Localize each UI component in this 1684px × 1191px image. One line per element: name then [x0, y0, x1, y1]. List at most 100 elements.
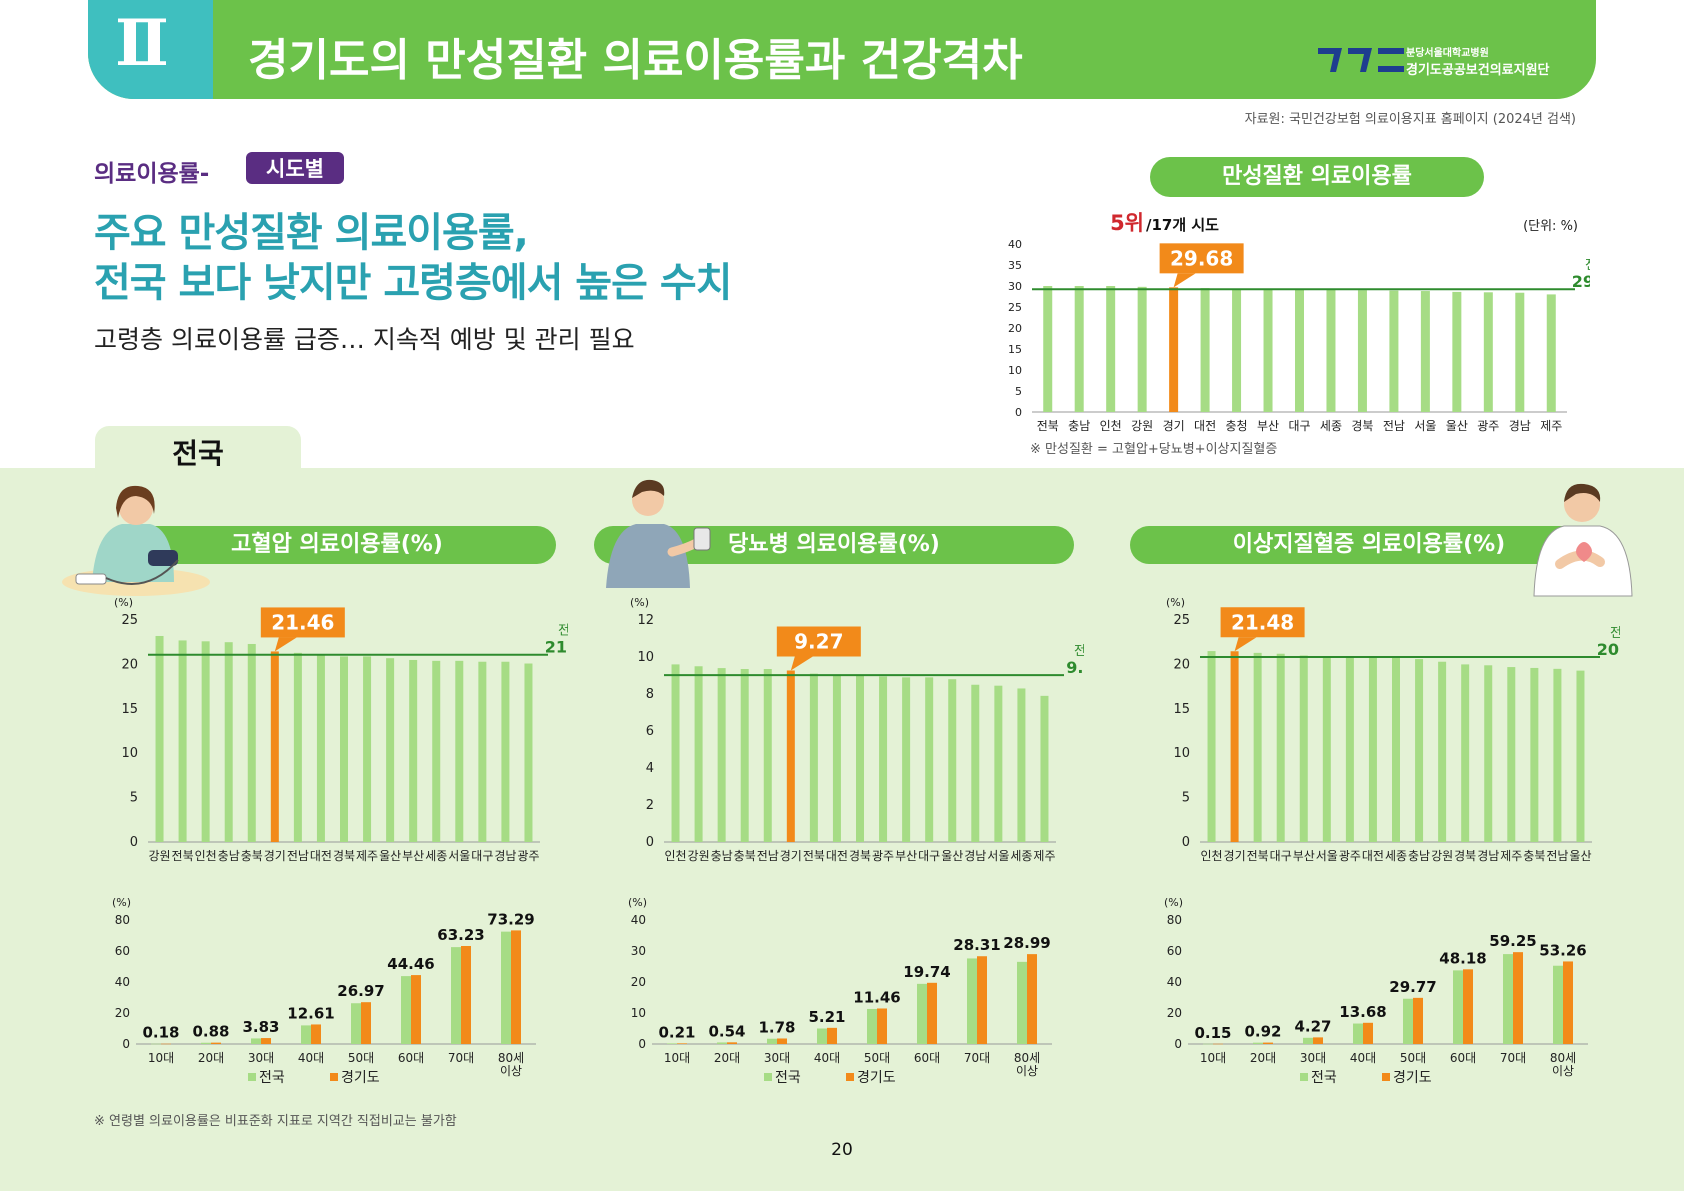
y-tick-label: 6	[646, 724, 654, 739]
x-tick-label: 서울	[1414, 419, 1436, 433]
unit-label: (%)	[1166, 598, 1185, 609]
y-tick-label: 20	[115, 1006, 130, 1020]
legend-label: 전국	[259, 1070, 285, 1086]
section-tab-label: 전국	[172, 437, 224, 470]
x-tick-label: 80세	[1550, 1051, 1576, 1065]
x-tick-label: 부산	[1257, 419, 1279, 433]
bar-울산	[1452, 291, 1462, 412]
bar-제주	[363, 656, 372, 842]
x-tick-label: 충북	[734, 849, 756, 863]
bar-경기	[1230, 651, 1239, 842]
x-tick-label: 제주	[1033, 849, 1055, 863]
highlight-callout	[260, 607, 345, 638]
national-value: 9.02	[1066, 658, 1084, 677]
bar-서울	[1322, 656, 1331, 842]
highlight-callout	[1159, 243, 1244, 274]
data-label: 0.15	[1194, 1024, 1231, 1042]
bar-전국-2	[767, 1038, 777, 1044]
national-panel	[0, 468, 1684, 1191]
bar-대구	[925, 677, 934, 842]
bar-전북	[1253, 652, 1262, 842]
bar-전국-5	[917, 983, 927, 1044]
logo-text-center: 경기도공공보건의료지원단	[1406, 63, 1550, 78]
x-tick-label: 대전	[310, 849, 332, 863]
x-tick-label: 경기	[780, 849, 802, 863]
bar-전국-1	[201, 1042, 211, 1044]
bar-경북	[1357, 290, 1367, 412]
y-tick-label: 20	[1173, 657, 1190, 672]
bar-경남	[971, 684, 980, 842]
unit-label: (%)	[630, 598, 649, 609]
x-tick-label: 60대	[1450, 1051, 1476, 1065]
x-tick-label: 40대	[298, 1051, 324, 1065]
x-tick-label: 인천	[1200, 848, 1222, 863]
x-tick-label: 대구	[918, 849, 940, 863]
bar-전국-7	[1553, 965, 1563, 1044]
x-tick-label: 경남	[494, 849, 516, 863]
top-chart-note: ※ 만성질환 = 고혈압+당뇨병+이상지질혈증	[1030, 442, 1278, 457]
bar-전국-4	[867, 1008, 877, 1044]
y-tick-label: 15	[1008, 343, 1022, 356]
bar-경기도-7	[1027, 954, 1037, 1044]
y-tick-label: 0	[1015, 406, 1022, 419]
bar-경기도-0	[161, 1043, 171, 1045]
data-label: 53.26	[1539, 941, 1586, 959]
data-label: 0.88	[192, 1023, 229, 1041]
bar-경기	[270, 651, 279, 842]
x-tick-label: 전북	[1247, 849, 1269, 863]
x-tick-label: 제주	[1540, 419, 1562, 433]
rank-suffix: /17개 시도	[1146, 216, 1219, 234]
bar-경기도-4	[877, 1008, 887, 1044]
x-tick-label: 경기	[264, 849, 286, 863]
x-tick-label: 부산	[1293, 849, 1315, 863]
bar-경기도-3	[1363, 1022, 1373, 1044]
bar-전국-7	[1017, 961, 1027, 1044]
bar-충북	[1530, 667, 1539, 842]
x-tick-label: 20대	[714, 1051, 740, 1065]
x-tick-label: 울산	[941, 849, 963, 863]
x-tick-label: 제주	[356, 849, 378, 863]
y-tick-label: 20	[1008, 322, 1022, 335]
x-tick-label: 강원	[1431, 849, 1453, 863]
national-label: 전국	[558, 624, 568, 639]
x-tick-label: 70대	[448, 1051, 474, 1065]
bar-인천	[1106, 286, 1116, 412]
bar-전국-2	[1303, 1037, 1313, 1044]
x-tick-label: 세종	[1320, 419, 1342, 433]
legend-swatch	[764, 1073, 772, 1081]
man-chest-pain-illustration	[1533, 483, 1633, 597]
y-tick-label: 5	[1015, 385, 1022, 398]
page-number: 20	[831, 1140, 853, 1160]
highlight-pointer	[790, 656, 813, 671]
section-number: Ⅱ	[115, 6, 169, 81]
y-tick-label: 80	[1167, 913, 1182, 927]
chronic-region-chart: 0 5 10 15 20 25 30 35 40 전북 충남 인천 강원 경기 대전 충청 부산 대구 세종 경북 전남…	[1008, 211, 1590, 433]
unit-label: (%)	[1164, 896, 1183, 909]
bar-전국-4	[1403, 998, 1413, 1044]
x-tick-label: 강원	[148, 849, 170, 863]
bar-경북	[1461, 664, 1470, 842]
national-label: 전국	[1585, 258, 1590, 273]
x-tick-label: 30대	[248, 1051, 274, 1065]
bar-경기도-7	[1563, 961, 1573, 1044]
x-tick-label: 광주	[1339, 849, 1361, 863]
x-tick-label: 대전	[826, 849, 848, 863]
data-label: 1.78	[758, 1018, 795, 1036]
bar-전북	[1043, 286, 1053, 412]
highlight-pointer	[274, 637, 297, 652]
highlight-value: 9.27	[794, 630, 843, 654]
x-tick-label: 제주	[1500, 849, 1522, 863]
x-tick-label: 충북	[241, 849, 263, 863]
x-tick-label: 80세	[498, 1051, 524, 1065]
y-tick-label: 0	[130, 835, 138, 850]
x-tick-label: 80세	[1014, 1051, 1040, 1065]
x-tick-label: 40대	[814, 1051, 840, 1065]
x-tick-label: 세종	[1385, 849, 1407, 863]
x-tick-label: 60대	[398, 1051, 424, 1065]
x-tick-label: 20대	[198, 1051, 224, 1065]
bar-전국-3	[1353, 1023, 1363, 1044]
x-tick-label: 40대	[1350, 1051, 1376, 1065]
x-tick-label: 충청	[1226, 419, 1248, 433]
data-label: 28.31	[953, 936, 1000, 954]
bar-경기도-7	[511, 930, 521, 1044]
